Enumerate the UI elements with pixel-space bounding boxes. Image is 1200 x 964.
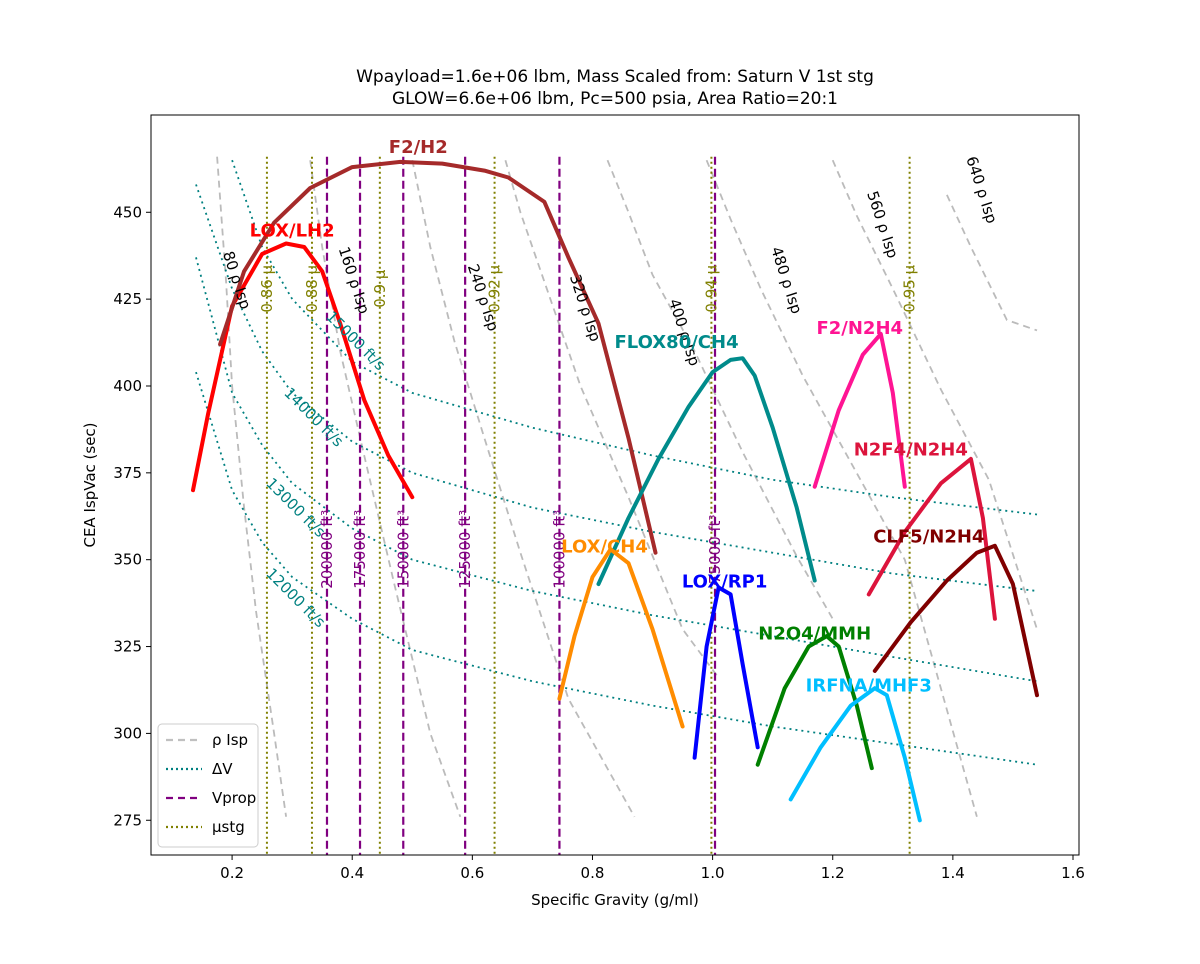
propellant-label-flox80-ch4: FLOX80/CH4: [615, 332, 739, 353]
propellant-label-irfna-mhf3: IRFNA/MHF3: [806, 676, 932, 697]
chart-title-line-1: Wpayload=1.6e+06 lbm, Mass Scaled from: …: [356, 67, 874, 87]
rho-isp-line-160-isp: [309, 160, 462, 818]
propellant-curve-lox-rp1: [692, 585, 760, 760]
x-tick-label: 0.4: [340, 864, 364, 882]
rho-isp-label-560-isp: 560 ρ Isp: [863, 189, 902, 261]
propellant-label-lox-lh2: LOX/LH2: [250, 221, 335, 242]
legend-label-2: ΔV: [212, 760, 233, 778]
v-prop-label-175000-ft: 175000 ft³: [351, 510, 369, 589]
y-tick-label: 425: [113, 290, 142, 308]
mu-stg-label-0-86: 0.86 μ: [258, 264, 276, 312]
rho-isp-line-640-isp: [946, 194, 1038, 332]
rho-isp-line-560-isp: [831, 159, 1038, 630]
v-prop-label-200000-ft: 200000 ft³: [318, 510, 336, 589]
propellant-curve-lox-lh2: [191, 241, 415, 500]
x-tick-label: 0.2: [220, 864, 244, 882]
propellant-label-n2o4-mmh: N2O4/MMH: [758, 624, 871, 645]
rho-isp-label-80-isp: 80 ρ Isp: [219, 249, 255, 312]
x-tick-label: 1.0: [701, 864, 725, 882]
legend-box: [157, 723, 259, 848]
propellant-curve-lox-ch4: [557, 547, 685, 729]
delta-v-line-14000-ft-s: [195, 184, 1038, 592]
rho-isp-label-160-isp: 160 ρ Isp: [335, 244, 374, 316]
v-prop-label-75000-ft: 75000 ft³: [706, 515, 724, 584]
propellant-curve-f2-n2h4: [812, 331, 907, 489]
mu-stg-label-0-88: 0.88 μ: [303, 264, 321, 312]
v-prop-label-100000-ft: 100000 ft³: [550, 510, 568, 589]
plot-frame: [150, 114, 1080, 856]
delta-v-line-12000-ft-s: [195, 371, 1038, 766]
rho-isp-label-640-isp: 640 ρ Isp: [962, 154, 1001, 226]
mu-stg-label-0-94: 0.94 μ: [702, 264, 720, 312]
delta-v-label-14000-ft-s: 14000 ft/s: [280, 384, 347, 451]
y-tick-label: 400: [113, 377, 142, 395]
rho-isp-line-240-isp: [411, 160, 636, 818]
x-axis-label: Specific Gravity (g/ml): [531, 891, 699, 909]
propellant-curve-flox80-ch4: [596, 356, 817, 586]
x-tick-label: 1.2: [821, 864, 845, 882]
v-prop-label-125000-ft: 125000 ft³: [456, 510, 474, 589]
x-tick-label: 1.6: [1061, 864, 1085, 882]
v-prop-label-150000-ft: 150000 ft³: [394, 510, 412, 589]
rho-isp-line-80-isp: [216, 156, 287, 817]
x-tick-label: 1.4: [941, 864, 965, 882]
propellant-curve-n2o4-mmh: [755, 634, 874, 771]
y-tick-label: 450: [113, 203, 142, 221]
propellant-curve-n2f4-n2h4: [866, 456, 997, 621]
propellant-curve-irfna-mhf3: [788, 686, 922, 823]
propellant-label-f2-n2h4: F2/N2H4: [816, 318, 903, 339]
chart-title-line-2: GLOW=6.6e+06 lbm, Pc=500 psia, Area Rati…: [392, 89, 838, 109]
y-tick-label: 325: [113, 638, 142, 656]
rho-isp-line-480-isp: [705, 159, 978, 818]
y-tick-label: 350: [113, 551, 142, 569]
propellant-label-f2-h2: F2/H2: [389, 137, 448, 158]
legend-label-1: ρ Isp: [212, 731, 248, 749]
delta-v-line-13000-ft-s: [195, 257, 1038, 683]
propellant-label-n2f4-n2h4: N2F4/N2H4: [854, 439, 968, 460]
rho-isp-line-400-isp: [606, 159, 834, 620]
mu-stg-label-0-95: 0.95 μ: [901, 264, 919, 312]
x-tick-label: 0.6: [460, 864, 484, 882]
mu-stg-label-0-9: 0.9 μ: [371, 269, 389, 308]
y-tick-label: 375: [113, 464, 142, 482]
y-tick-label: 275: [113, 811, 142, 829]
propellant-label-clf5-n2h4: CLF5/N2H4: [873, 526, 984, 547]
rho-isp-line-320-isp: [504, 159, 720, 679]
rho-isp-label-320-isp: 320 ρ Isp: [566, 272, 605, 344]
y-tick-label: 300: [113, 724, 142, 742]
propellant-curve-clf5-n2h4: [872, 543, 1039, 698]
legend-label-3: Vprop: [212, 789, 256, 807]
legend: ρ Isp ΔV Vprop μstg: [157, 723, 259, 848]
rho-isp-label-480-isp: 480 ρ Isp: [767, 244, 806, 316]
mu-stg-label-0-92: 0.92 μ: [486, 264, 504, 312]
propellant-label-lox-ch4: LOX/CH4: [561, 537, 648, 558]
propellant-label-lox-rp1: LOX/RP1: [682, 571, 768, 592]
delta-v-line-15000-ft-s: [231, 159, 1038, 516]
legend-label-4: μstg: [212, 818, 245, 836]
propellant-curve-f2-h2: [218, 159, 658, 555]
x-tick-label: 0.8: [581, 864, 605, 882]
y-axis-label: CEA IspVac (sec): [81, 422, 99, 547]
